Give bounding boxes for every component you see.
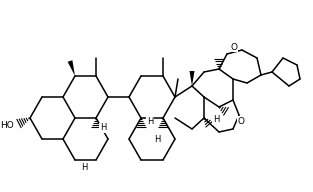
Text: H: H [154, 136, 160, 145]
Text: H: H [213, 116, 219, 124]
Text: O: O [230, 42, 238, 51]
Text: H: H [81, 164, 87, 172]
Polygon shape [68, 60, 75, 76]
Polygon shape [189, 71, 194, 86]
Text: H: H [147, 117, 153, 126]
Text: H: H [100, 123, 106, 132]
Text: HO: HO [0, 122, 14, 131]
Text: O: O [238, 117, 244, 126]
